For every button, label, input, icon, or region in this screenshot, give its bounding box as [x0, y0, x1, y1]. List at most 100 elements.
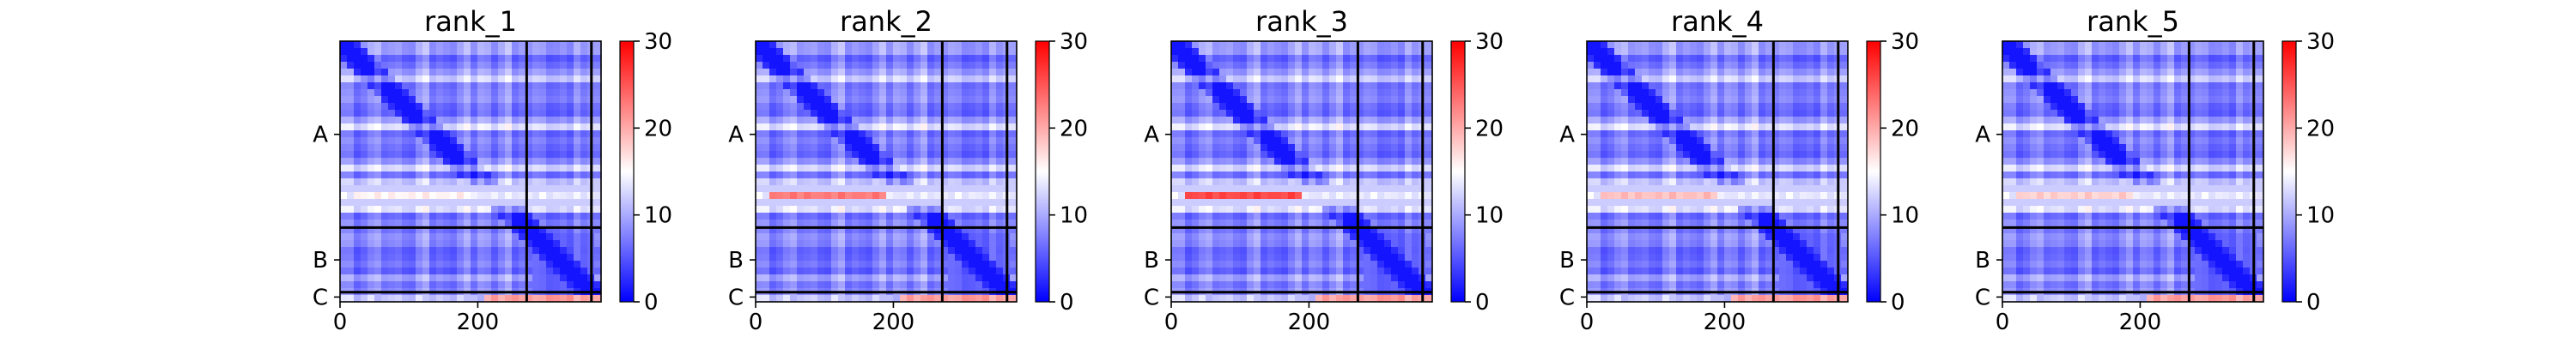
heatmap-cell [560, 192, 568, 200]
heatmap-cell [471, 144, 478, 152]
heatmap-cell [811, 165, 818, 172]
heatmap-cell [1793, 110, 1801, 117]
heatmap-cell [381, 178, 389, 186]
heatmap-cell [776, 82, 784, 90]
heatmap-cell [1329, 199, 1337, 207]
heatmap-cell [1178, 199, 1186, 207]
heatmap-cell [1199, 295, 1206, 303]
heatmap-cell [955, 240, 963, 248]
heatmap-cell [845, 240, 853, 248]
heatmap-cell [1676, 130, 1684, 138]
heatmap-cell [512, 281, 519, 289]
heatmap-cell [1710, 75, 1718, 83]
heatmap-cell [852, 144, 860, 152]
heatmap-cell [893, 172, 901, 179]
heatmap-cell [907, 240, 914, 248]
heatmap-cell [996, 82, 1004, 90]
heatmap-cell [1656, 123, 1663, 131]
heatmap-cell [1322, 165, 1330, 172]
heatmap [340, 41, 602, 303]
heatmap-cell [429, 96, 437, 104]
heatmap-cell [1171, 55, 1179, 63]
heatmap-cell [1199, 261, 1206, 268]
heatmap-cell [388, 268, 396, 275]
heatmap-cell [1240, 254, 1248, 262]
heatmap-cell [1398, 247, 1406, 255]
heatmap-cell [1357, 69, 1364, 76]
heatmap-cell [1010, 75, 1018, 83]
heatmap-cell [927, 220, 935, 227]
heatmap-cell [477, 123, 485, 131]
heatmap-cell [831, 117, 839, 124]
heatmap-cell [519, 206, 526, 214]
heatmap-cell [1752, 89, 1759, 97]
heatmap-cell [845, 117, 853, 124]
heatmap-cell [340, 185, 348, 193]
heatmap-cell [1350, 62, 1358, 69]
heatmap-cell [594, 261, 602, 268]
heatmap-cell [893, 178, 901, 186]
heatmap-cell [879, 48, 887, 56]
heatmap-cell [1322, 268, 1330, 275]
heatmap-cell [477, 172, 485, 179]
heatmap-cell [1384, 69, 1392, 76]
heatmap-cell [872, 185, 880, 193]
heatmap-cell [491, 220, 499, 227]
heatmap-cell [580, 213, 588, 220]
heatmap-cell [457, 110, 465, 117]
heatmap-cell [769, 75, 777, 83]
heatmap-cell [1601, 89, 1608, 97]
heatmap-cell [532, 89, 540, 97]
heatmap-cell [354, 69, 361, 76]
heatmap-cell [519, 137, 526, 145]
heatmap-cell [838, 199, 846, 207]
heatmap-cell [484, 41, 492, 49]
heatmap-cell [498, 281, 506, 289]
heatmap-cell [982, 41, 990, 49]
heatmap-cell [1412, 233, 1419, 241]
heatmap-cell [1171, 41, 1179, 49]
heatmap-cell [546, 123, 554, 131]
heatmap-cell [1384, 240, 1392, 248]
heatmap-cell [962, 123, 969, 131]
heatmap-cell [436, 172, 444, 179]
heatmap-cell [1295, 165, 1303, 172]
heatmap-cell [1288, 185, 1296, 193]
heatmap-cell [1336, 233, 1344, 241]
heatmap-cell [361, 158, 368, 165]
heatmap-cell [1738, 82, 1746, 90]
heatmap-cell [790, 185, 798, 193]
heatmap-cell [1405, 110, 1413, 117]
heatmap-cell [1309, 62, 1316, 69]
heatmap-cell [1765, 110, 1773, 117]
heatmap-cell [1010, 247, 1018, 255]
heatmap-cell [790, 96, 798, 104]
heatmap-cell [505, 185, 513, 193]
heatmap-cell [368, 96, 375, 104]
heatmap-cell [859, 82, 866, 90]
heatmap-cell [831, 144, 839, 152]
heatmap-cell [1594, 144, 1601, 152]
heatmap-cell [1398, 226, 1406, 234]
heatmap-cell [1370, 247, 1378, 255]
heatmap-cell [927, 240, 935, 248]
y-chain-label: A [1144, 123, 1159, 148]
heatmap-cell [532, 165, 540, 172]
heatmap-cell [546, 41, 554, 49]
heatmap-cell [817, 220, 825, 227]
heatmap-cell [1425, 89, 1433, 97]
heatmap-cell [1724, 103, 1732, 111]
y-chain-label: B [313, 248, 328, 274]
heatmap-cell [996, 281, 1004, 289]
heatmap-cell [996, 117, 1004, 124]
heatmap-cell [1199, 240, 1206, 248]
heatmap-cell [969, 295, 976, 303]
heatmap-cell [1772, 48, 1780, 56]
heatmap-cell [1377, 62, 1385, 69]
heatmap-cell [900, 103, 908, 111]
heatmap-cell [1759, 96, 1766, 104]
heatmap-cell [1226, 233, 1234, 241]
heatmap-cell [594, 220, 602, 227]
heatmap-cell [831, 69, 839, 76]
heatmap-cell [783, 178, 791, 186]
